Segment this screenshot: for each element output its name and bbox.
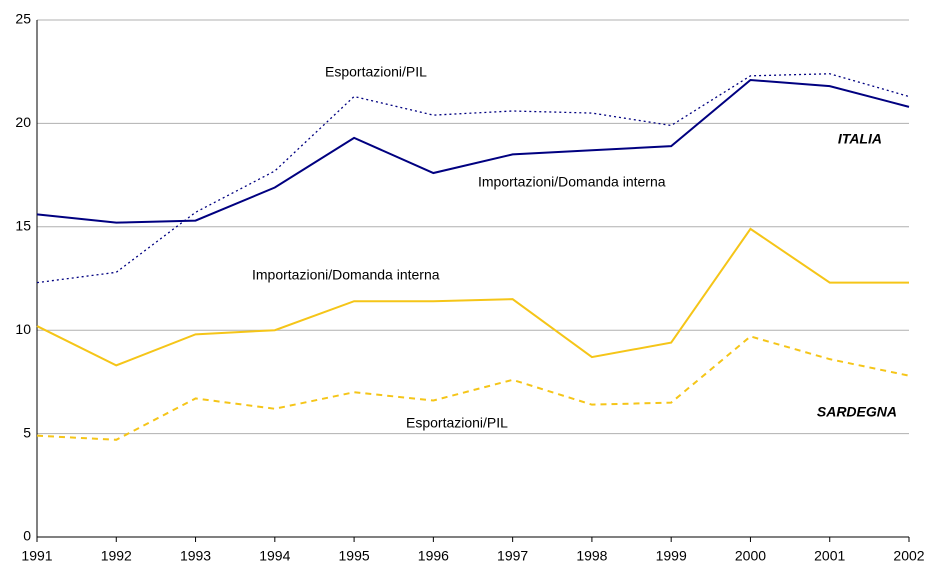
x-tick-label: 1993 xyxy=(180,548,211,564)
series-line xyxy=(36,78,910,224)
series-line xyxy=(36,73,910,284)
x-tick-label: 2001 xyxy=(814,548,845,564)
annotation: ITALIA xyxy=(838,131,882,147)
x-tick-label: 2000 xyxy=(735,548,766,564)
y-tick-label: 5 xyxy=(23,424,31,440)
x-tick-label: 1991 xyxy=(21,548,52,564)
y-tick-label: 0 xyxy=(23,528,31,544)
series-label: Importazioni/Domanda interna xyxy=(478,174,666,190)
y-tick-label: 15 xyxy=(15,218,31,234)
series-label: Esportazioni/PIL xyxy=(406,415,508,431)
y-tick-label: 20 xyxy=(15,114,31,130)
x-tick-label: 1999 xyxy=(656,548,687,564)
series-label: Esportazioni/PIL xyxy=(325,64,427,80)
y-tick-label: 25 xyxy=(15,11,31,27)
x-tick-label: 1998 xyxy=(576,548,607,564)
x-tick-label: 1996 xyxy=(418,548,449,564)
series-line xyxy=(36,335,910,441)
y-tick-label: 10 xyxy=(15,321,31,337)
x-tick-label: 2002 xyxy=(893,548,924,564)
x-tick-label: 1995 xyxy=(339,548,370,564)
x-tick-label: 1992 xyxy=(101,548,132,564)
annotation: SARDEGNA xyxy=(817,404,897,420)
x-tick-label: 1997 xyxy=(497,548,528,564)
series-line xyxy=(36,227,909,367)
series-label: Importazioni/Domanda interna xyxy=(252,267,440,283)
x-tick-label: 1994 xyxy=(259,548,290,564)
